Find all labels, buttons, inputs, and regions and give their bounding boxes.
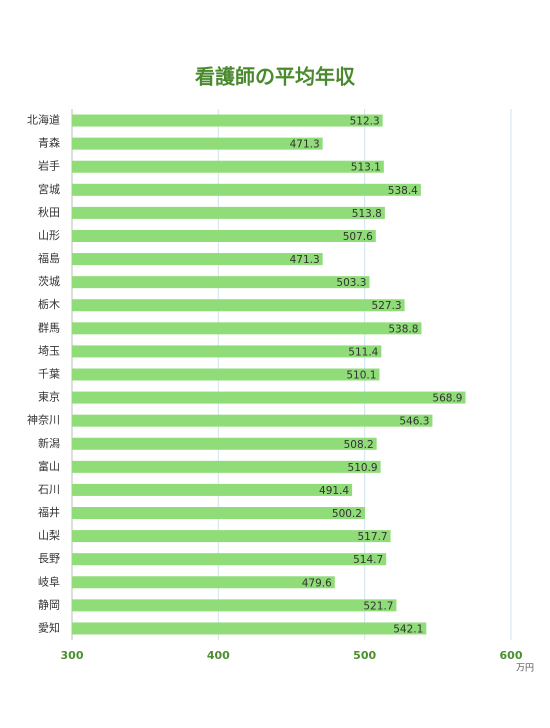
bar [72,368,380,381]
y-tick-label: 茨城 [38,274,60,288]
bar [72,137,323,150]
value-label: 479.6 [302,577,332,589]
bar [72,553,387,566]
y-tick-label: 宮城 [38,182,60,196]
bar [72,114,383,127]
value-label: 521.7 [363,600,393,612]
x-unit: 万円 [516,663,534,674]
chart-title: 看護師の平均年収 [195,65,356,89]
value-label: 514.7 [353,554,383,566]
y-tick-label: 岩手 [38,159,60,173]
value-label: 538.4 [388,185,418,197]
bar [72,160,384,173]
value-label: 503.3 [336,277,366,289]
y-tick-label: 青森 [38,136,60,150]
y-tick-label: 長野 [38,552,60,565]
bar [72,229,376,242]
value-label: 471.3 [290,139,320,151]
x-tick-label: 400 [207,649,230,662]
value-label: 538.8 [388,323,418,335]
value-label: 500.2 [332,508,362,520]
bar [72,460,381,473]
value-label: 491.4 [319,485,349,497]
bar [72,622,427,635]
bar [72,322,422,335]
bar [72,414,433,427]
y-tick-label: 富山 [38,459,60,473]
bar [72,507,365,520]
bar [72,299,405,312]
bar [72,391,466,404]
bar [72,437,377,450]
y-tick-label: 山形 [38,229,60,242]
y-tick-label: 愛知 [38,620,60,634]
y-tick-label: 福井 [38,505,60,519]
value-label: 510.9 [348,462,378,474]
y-tick-label: 福島 [38,251,60,265]
bar [72,599,397,612]
y-tick-label: 東京 [38,390,60,404]
value-label: 471.3 [290,254,320,266]
bar [72,530,391,543]
value-label: 512.3 [350,116,380,128]
value-label: 513.1 [351,162,381,174]
value-label: 513.8 [352,208,382,220]
y-tick-label: 埼玉 [38,343,60,357]
value-label: 508.2 [344,439,374,451]
y-tick-label: 秋田 [38,205,60,219]
value-label: 546.3 [399,416,429,428]
value-label: 510.1 [346,370,376,382]
x-tick-label: 600 [500,649,523,662]
x-tick-label: 500 [353,649,376,662]
bar [72,576,335,589]
y-tick-label: 北海道 [27,113,60,127]
y-tick-label: 静岡 [38,597,60,611]
x-tick-label: 300 [61,649,84,662]
y-tick-label: 神奈川 [27,413,60,427]
value-label: 542.1 [393,623,423,635]
bar [72,183,421,196]
y-tick-label: 栃木 [38,297,60,311]
bar [72,206,385,219]
y-tick-label: 岐阜 [38,575,60,588]
value-label: 507.6 [343,231,373,243]
value-label: 568.9 [432,393,462,405]
bar [72,483,353,496]
bar [72,345,382,358]
y-tick-label: 群馬 [38,320,60,334]
bar [72,253,323,266]
value-label: 517.7 [358,531,388,543]
value-label: 511.4 [348,346,378,358]
y-tick-label: 山梨 [38,528,60,542]
y-tick-label: 新潟 [38,436,60,450]
y-tick-label: 千葉 [38,367,60,381]
value-label: 527.3 [372,300,402,312]
bar [72,276,370,289]
y-tick-label: 石川 [38,483,60,496]
